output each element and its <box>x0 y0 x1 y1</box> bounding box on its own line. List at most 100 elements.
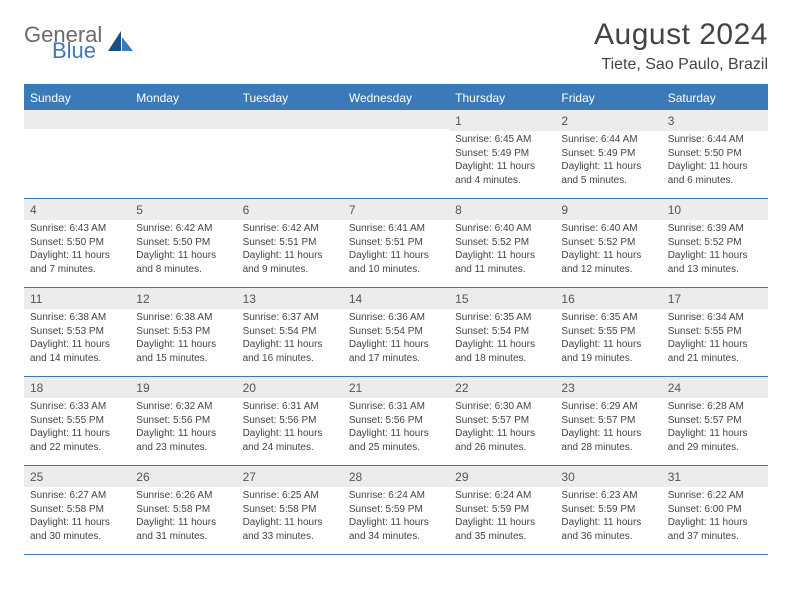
daylight1-text: Daylight: 11 hours <box>136 427 230 441</box>
day-cell: 24Sunrise: 6:28 AMSunset: 5:57 PMDayligh… <box>662 377 768 465</box>
daylight1-text: Daylight: 11 hours <box>349 249 443 263</box>
sunrise-text: Sunrise: 6:42 AM <box>136 222 230 236</box>
sunrise-text: Sunrise: 6:27 AM <box>30 489 124 503</box>
weekday-label: Thursday <box>449 86 555 110</box>
daylight1-text: Daylight: 11 hours <box>668 516 762 530</box>
day-cell: 25Sunrise: 6:27 AMSunset: 5:58 PMDayligh… <box>24 466 130 554</box>
day-number: 2 <box>555 110 661 131</box>
day-body: Sunrise: 6:27 AMSunset: 5:58 PMDaylight:… <box>24 487 130 547</box>
day-body: Sunrise: 6:37 AMSunset: 5:54 PMDaylight:… <box>237 309 343 369</box>
daylight1-text: Daylight: 11 hours <box>455 249 549 263</box>
day-cell: 26Sunrise: 6:26 AMSunset: 5:58 PMDayligh… <box>130 466 236 554</box>
sunrise-text: Sunrise: 6:31 AM <box>349 400 443 414</box>
day-number: 20 <box>237 377 343 398</box>
sunrise-text: Sunrise: 6:23 AM <box>561 489 655 503</box>
daylight2-text: and 18 minutes. <box>455 352 549 366</box>
day-body: Sunrise: 6:31 AMSunset: 5:56 PMDaylight:… <box>343 398 449 458</box>
sunrise-text: Sunrise: 6:45 AM <box>455 133 549 147</box>
sunrise-text: Sunrise: 6:38 AM <box>30 311 124 325</box>
day-body: Sunrise: 6:34 AMSunset: 5:55 PMDaylight:… <box>662 309 768 369</box>
day-body: Sunrise: 6:41 AMSunset: 5:51 PMDaylight:… <box>343 220 449 280</box>
daylight1-text: Daylight: 11 hours <box>455 427 549 441</box>
day-cell: 8Sunrise: 6:40 AMSunset: 5:52 PMDaylight… <box>449 199 555 287</box>
sunset-text: Sunset: 5:57 PM <box>455 414 549 428</box>
location: Tiete, Sao Paulo, Brazil <box>594 56 768 74</box>
week-row: 4Sunrise: 6:43 AMSunset: 5:50 PMDaylight… <box>24 199 768 288</box>
daylight2-text: and 22 minutes. <box>30 441 124 455</box>
day-cell: 15Sunrise: 6:35 AMSunset: 5:54 PMDayligh… <box>449 288 555 376</box>
sunset-text: Sunset: 5:50 PM <box>136 236 230 250</box>
daylight1-text: Daylight: 11 hours <box>455 338 549 352</box>
daylight1-text: Daylight: 11 hours <box>455 160 549 174</box>
day-number: 17 <box>662 288 768 309</box>
calendar: Sunday Monday Tuesday Wednesday Thursday… <box>24 84 768 555</box>
day-cell: 29Sunrise: 6:24 AMSunset: 5:59 PMDayligh… <box>449 466 555 554</box>
daylight1-text: Daylight: 11 hours <box>30 516 124 530</box>
day-cell: 4Sunrise: 6:43 AMSunset: 5:50 PMDaylight… <box>24 199 130 287</box>
logo: General Blue <box>24 24 134 62</box>
daylight2-text: and 33 minutes. <box>243 530 337 544</box>
day-cell: 30Sunrise: 6:23 AMSunset: 5:59 PMDayligh… <box>555 466 661 554</box>
daylight1-text: Daylight: 11 hours <box>136 516 230 530</box>
day-body: Sunrise: 6:40 AMSunset: 5:52 PMDaylight:… <box>555 220 661 280</box>
daylight1-text: Daylight: 11 hours <box>668 338 762 352</box>
weekday-label: Wednesday <box>343 86 449 110</box>
day-cell: 9Sunrise: 6:40 AMSunset: 5:52 PMDaylight… <box>555 199 661 287</box>
day-cell: 10Sunrise: 6:39 AMSunset: 5:52 PMDayligh… <box>662 199 768 287</box>
day-number: 8 <box>449 199 555 220</box>
daylight1-text: Daylight: 11 hours <box>136 249 230 263</box>
daylight2-text: and 19 minutes. <box>561 352 655 366</box>
daylight2-text: and 5 minutes. <box>561 174 655 188</box>
daylight1-text: Daylight: 11 hours <box>668 160 762 174</box>
day-number <box>237 110 343 129</box>
weekday-label: Tuesday <box>237 86 343 110</box>
sunset-text: Sunset: 5:58 PM <box>136 503 230 517</box>
sunrise-text: Sunrise: 6:41 AM <box>349 222 443 236</box>
day-body: Sunrise: 6:40 AMSunset: 5:52 PMDaylight:… <box>449 220 555 280</box>
daylight1-text: Daylight: 11 hours <box>349 516 443 530</box>
week-row: 1Sunrise: 6:45 AMSunset: 5:49 PMDaylight… <box>24 110 768 199</box>
day-body: Sunrise: 6:29 AMSunset: 5:57 PMDaylight:… <box>555 398 661 458</box>
daylight1-text: Daylight: 11 hours <box>561 249 655 263</box>
sunset-text: Sunset: 5:55 PM <box>561 325 655 339</box>
daylight1-text: Daylight: 11 hours <box>243 516 337 530</box>
day-body: Sunrise: 6:43 AMSunset: 5:50 PMDaylight:… <box>24 220 130 280</box>
daylight2-text: and 29 minutes. <box>668 441 762 455</box>
day-body: Sunrise: 6:38 AMSunset: 5:53 PMDaylight:… <box>24 309 130 369</box>
sunset-text: Sunset: 5:58 PM <box>30 503 124 517</box>
day-body: Sunrise: 6:25 AMSunset: 5:58 PMDaylight:… <box>237 487 343 547</box>
daylight1-text: Daylight: 11 hours <box>561 160 655 174</box>
sunrise-text: Sunrise: 6:35 AM <box>561 311 655 325</box>
weekday-label: Sunday <box>24 86 130 110</box>
day-cell <box>130 110 236 198</box>
sunset-text: Sunset: 6:00 PM <box>668 503 762 517</box>
daylight1-text: Daylight: 11 hours <box>243 427 337 441</box>
day-body: Sunrise: 6:23 AMSunset: 5:59 PMDaylight:… <box>555 487 661 547</box>
day-number: 6 <box>237 199 343 220</box>
daylight2-text: and 14 minutes. <box>30 352 124 366</box>
day-number: 26 <box>130 466 236 487</box>
daylight2-text: and 25 minutes. <box>349 441 443 455</box>
day-cell: 5Sunrise: 6:42 AMSunset: 5:50 PMDaylight… <box>130 199 236 287</box>
day-body: Sunrise: 6:24 AMSunset: 5:59 PMDaylight:… <box>449 487 555 547</box>
day-number: 19 <box>130 377 236 398</box>
daylight2-text: and 4 minutes. <box>455 174 549 188</box>
sunset-text: Sunset: 5:52 PM <box>561 236 655 250</box>
sunrise-text: Sunrise: 6:44 AM <box>561 133 655 147</box>
sunrise-text: Sunrise: 6:43 AM <box>30 222 124 236</box>
daylight1-text: Daylight: 11 hours <box>243 338 337 352</box>
day-body: Sunrise: 6:44 AMSunset: 5:49 PMDaylight:… <box>555 131 661 191</box>
daylight2-text: and 7 minutes. <box>30 263 124 277</box>
day-cell <box>237 110 343 198</box>
header-row: General Blue August 2024 Tiete, Sao Paul… <box>24 18 768 74</box>
day-cell: 16Sunrise: 6:35 AMSunset: 5:55 PMDayligh… <box>555 288 661 376</box>
day-number: 25 <box>24 466 130 487</box>
sunset-text: Sunset: 5:57 PM <box>668 414 762 428</box>
day-number: 13 <box>237 288 343 309</box>
daylight1-text: Daylight: 11 hours <box>30 427 124 441</box>
sunrise-text: Sunrise: 6:24 AM <box>349 489 443 503</box>
sunset-text: Sunset: 5:53 PM <box>30 325 124 339</box>
daylight2-text: and 28 minutes. <box>561 441 655 455</box>
day-body: Sunrise: 6:28 AMSunset: 5:57 PMDaylight:… <box>662 398 768 458</box>
sunset-text: Sunset: 5:51 PM <box>243 236 337 250</box>
